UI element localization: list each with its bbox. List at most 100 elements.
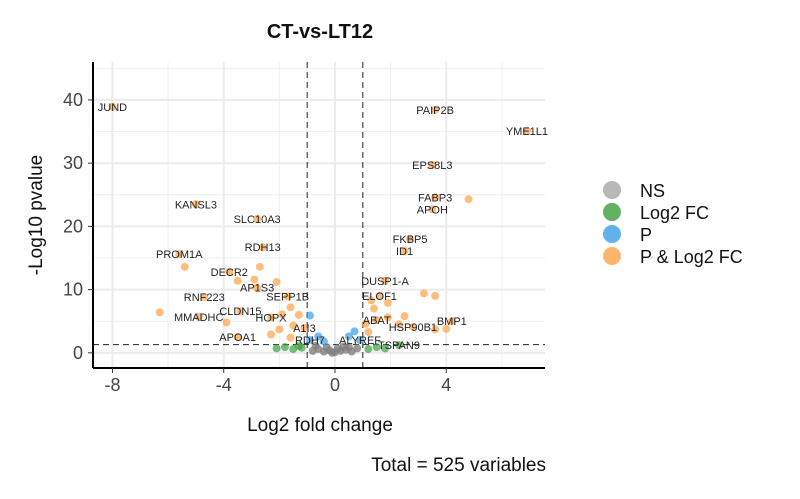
y-axis-label: -Log10 pvalue (26, 155, 47, 275)
data-point (447, 317, 456, 326)
point-label: RDH7 (295, 335, 325, 347)
data-point (381, 344, 390, 353)
y-tick-label: 40 (63, 90, 83, 110)
data-point (283, 292, 292, 301)
data-point (267, 330, 276, 339)
data-point (400, 247, 409, 256)
point-label: SLC10A3 (234, 214, 281, 226)
legend-key (603, 225, 621, 243)
point-label: A1I3 (293, 323, 316, 335)
y-tick-label: 10 (63, 280, 83, 300)
data-point (294, 341, 303, 350)
point-label: FABP3 (418, 192, 452, 204)
point-label: RNF223 (184, 292, 225, 304)
data-point (314, 332, 323, 341)
point-label: APOA1 (219, 332, 256, 344)
data-point (431, 325, 440, 334)
data-point (278, 310, 287, 319)
point-label: AP1S3 (240, 283, 274, 295)
data-point (272, 278, 281, 287)
data-point (428, 161, 437, 170)
point-label: DECR2 (211, 267, 248, 279)
data-point (394, 320, 403, 329)
data-point (233, 333, 242, 342)
y-tick-label: 30 (63, 153, 83, 173)
point-label: FKBP5 (393, 234, 428, 246)
point-label: SEPP1B (266, 292, 309, 304)
data-point (464, 195, 473, 204)
data-point (108, 102, 117, 111)
data-point (311, 341, 320, 350)
point-label: ALYREF (339, 335, 381, 347)
data-point (194, 312, 203, 321)
data-point (236, 307, 245, 316)
data-point (369, 304, 378, 313)
data-point (350, 327, 359, 336)
data-point (431, 291, 440, 300)
data-point (364, 327, 373, 336)
data-point (400, 312, 409, 321)
legend-label: P (640, 225, 652, 245)
x-tick-label: -4 (216, 375, 232, 395)
data-point (275, 325, 284, 334)
point-label: ABAT (363, 315, 391, 327)
data-point (272, 344, 281, 353)
data-point (155, 308, 164, 317)
grid (93, 62, 545, 368)
data-point (289, 321, 298, 330)
data-point (420, 289, 429, 298)
data-point (175, 250, 184, 259)
point-label: ID1 (396, 246, 413, 258)
data-point (280, 343, 289, 352)
data-point (367, 296, 376, 305)
point-label: JUND (98, 102, 127, 114)
legend-label: P & Log2 FC (640, 247, 743, 267)
legend-label: NS (640, 181, 665, 201)
point-labels: JUND KANSL3 SLC10A3 RDH13 PROM1A DECR2 AP1S3SE… (98, 102, 548, 352)
point-label: APOH (417, 204, 448, 216)
data-point (381, 276, 390, 285)
data-point (286, 303, 295, 312)
x-axis-label: Log2 fold change (247, 415, 393, 436)
point-label: BMP1 (437, 316, 467, 328)
point-label: CLDN15 (219, 306, 261, 318)
point-label: PAIP2B (416, 105, 454, 117)
data-point (200, 293, 209, 302)
point-label: RDH13 (245, 242, 281, 254)
legend-key (603, 203, 621, 221)
data-point (255, 262, 264, 271)
point-label: MMADHC (174, 312, 224, 324)
data-point (253, 214, 262, 223)
data-point (431, 193, 440, 202)
data-point (225, 267, 234, 276)
data-point (319, 337, 328, 346)
point-label: HOPX (255, 312, 287, 324)
data-point (233, 276, 242, 285)
data-point (328, 348, 337, 357)
data-point (383, 298, 392, 307)
data-point (191, 200, 200, 209)
data-point (258, 243, 267, 252)
caption: Total = 525 variables (371, 455, 546, 476)
data-point (408, 322, 417, 331)
data-point (375, 291, 384, 300)
point-label: DUSP1-A (361, 276, 409, 288)
data-point (267, 313, 276, 322)
data-point (372, 315, 381, 324)
data-point (372, 343, 381, 352)
threshold-lines (93, 62, 545, 368)
data-point (180, 262, 189, 271)
data-point (305, 336, 314, 345)
data-point (294, 310, 303, 319)
data-point (431, 106, 440, 115)
data-point (364, 345, 373, 354)
point-label: YME1L1 (506, 126, 548, 138)
x-tick-label: 4 (441, 375, 451, 395)
point-label: KANSL3 (175, 199, 217, 211)
data-point (300, 324, 309, 333)
point-label: HSP90B1 (389, 322, 437, 334)
data-point (428, 205, 437, 214)
data-point (333, 344, 342, 353)
